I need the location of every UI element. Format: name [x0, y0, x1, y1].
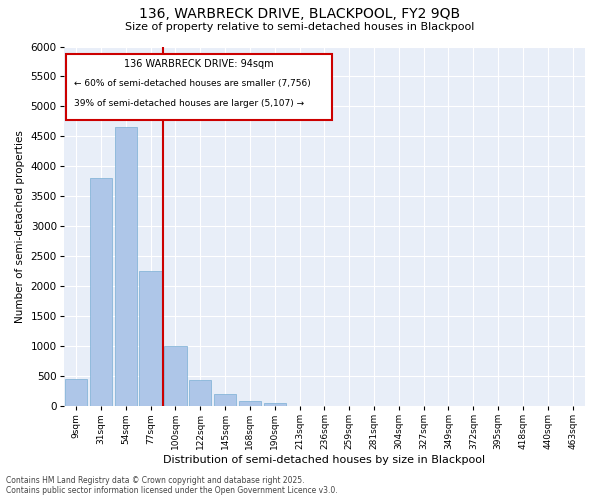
- Text: ← 60% of semi-detached houses are smaller (7,756): ← 60% of semi-detached houses are smalle…: [74, 79, 311, 88]
- Bar: [189, 380, 211, 406]
- Text: 136, WARBRECK DRIVE, BLACKPOOL, FY2 9QB: 136, WARBRECK DRIVE, BLACKPOOL, FY2 9QB: [139, 8, 461, 22]
- Bar: [263, 403, 286, 406]
- Bar: [90, 178, 112, 406]
- Text: Contains HM Land Registry data © Crown copyright and database right 2025.
Contai: Contains HM Land Registry data © Crown c…: [6, 476, 338, 495]
- Bar: [214, 394, 236, 406]
- Text: 136 WARBRECK DRIVE: 94sqm: 136 WARBRECK DRIVE: 94sqm: [124, 59, 274, 69]
- Bar: [164, 346, 187, 406]
- Text: Size of property relative to semi-detached houses in Blackpool: Size of property relative to semi-detach…: [125, 22, 475, 32]
- Text: 39% of semi-detached houses are larger (5,107) →: 39% of semi-detached houses are larger (…: [74, 98, 304, 108]
- Bar: [65, 379, 88, 406]
- X-axis label: Distribution of semi-detached houses by size in Blackpool: Distribution of semi-detached houses by …: [163, 455, 485, 465]
- Y-axis label: Number of semi-detached properties: Number of semi-detached properties: [15, 130, 25, 323]
- FancyBboxPatch shape: [67, 54, 332, 120]
- Bar: [115, 128, 137, 406]
- Bar: [139, 272, 162, 406]
- Bar: [239, 402, 261, 406]
